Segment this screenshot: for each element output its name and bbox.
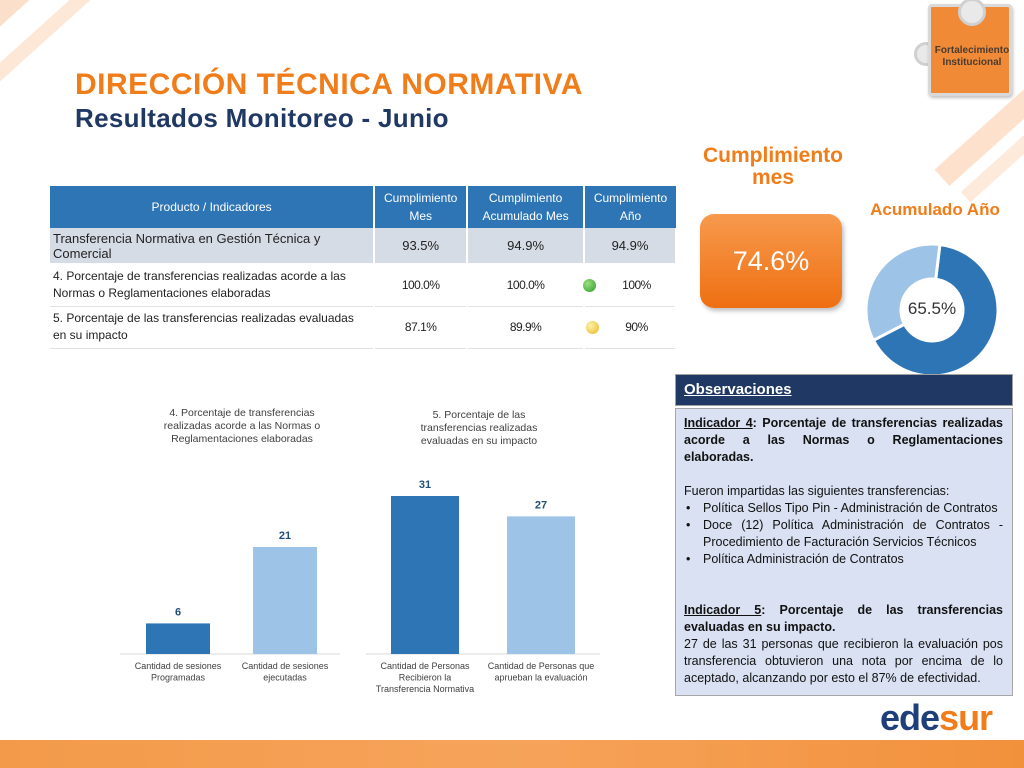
obs-ind4-heading: Indicador 4: Porcentaje de transferencia… bbox=[684, 416, 1003, 464]
page-subtitle: Resultados Monitoreo - Junio bbox=[75, 103, 449, 133]
list-item: Doce (12) Política Administración de Con… bbox=[684, 517, 1003, 551]
x-tick-label: Cantidad de Personas Recibieron la Transfe… bbox=[376, 661, 474, 694]
col-header-producto: Producto / Indicadores bbox=[50, 186, 376, 228]
edesur-logo: edesur bbox=[880, 697, 993, 738]
kpi-mes-value: 74.6% bbox=[700, 214, 842, 308]
obs-ind5-text: 27 de las 31 personas que recibieron la … bbox=[684, 637, 1003, 685]
bar bbox=[253, 546, 317, 654]
obs-ind5-heading: Indicador 5: Porcentaje de las transfere… bbox=[684, 603, 1003, 634]
row-acumulado: 89.9% bbox=[467, 306, 586, 349]
bar bbox=[146, 623, 210, 654]
list-item: Política Administración de Contratos bbox=[684, 551, 1003, 568]
row-acumulado: 100.0% bbox=[467, 264, 586, 307]
col-header-mes: Cumplimiento Mes bbox=[374, 186, 469, 228]
summary-acumulado: 94.9% bbox=[467, 228, 586, 265]
col-header-acumulado: Cumplimiento Acumulado Mes bbox=[467, 186, 586, 228]
bar-value-label: 31 bbox=[419, 479, 431, 491]
bar bbox=[391, 496, 459, 654]
footer-bar bbox=[0, 740, 1024, 768]
donut-slice bbox=[864, 242, 942, 343]
chart-title: 5. Porcentaje de las transferencias reali… bbox=[421, 409, 538, 447]
donut-center-label: 65.5% bbox=[908, 299, 956, 318]
bar bbox=[507, 516, 575, 654]
summary-mes: 93.5% bbox=[374, 228, 469, 265]
bar-value-label: 27 bbox=[535, 499, 547, 511]
indicators-table: Producto / Indicadores Cumplimiento Mes … bbox=[50, 186, 677, 349]
badge-text: Fortalecimiento Institucional bbox=[934, 45, 1010, 68]
bar-chart-indicador-5: 5. Porcentaje de las transferencias reali… bbox=[366, 409, 600, 694]
row-ano-cell: 100% bbox=[583, 264, 677, 307]
bar-chart-indicador-4: 4. Porcentaje de transferencias realizada… bbox=[120, 407, 340, 683]
row-mes: 87.1% bbox=[374, 306, 469, 349]
donut-chart: 65.5% bbox=[864, 242, 1000, 378]
table-row: 4. Porcentaje de transferencias realizad… bbox=[50, 264, 677, 307]
summary-label: Transferencia Normativa en Gestión Técni… bbox=[50, 228, 376, 265]
table-row-summary: Transferencia Normativa en Gestión Técni… bbox=[50, 228, 677, 265]
x-tick-label: Cantidad de sesiones Programadas bbox=[135, 661, 222, 683]
observaciones-header: Observaciones bbox=[675, 374, 1013, 406]
chart-title: 4. Porcentaje de transferencias realizada… bbox=[164, 407, 321, 445]
x-tick-label: Cantidad de sesiones ejecutadas bbox=[242, 661, 329, 683]
status-yellow-icon bbox=[586, 320, 600, 334]
row-mes: 100.0% bbox=[374, 264, 469, 307]
table-row: 5. Porcentaje de las transferencias real… bbox=[50, 306, 677, 349]
row-ano: 100% bbox=[622, 277, 651, 292]
puzzle-badge-icon: Fortalecimiento Institucional bbox=[914, 0, 1016, 98]
row-ano: 90% bbox=[625, 319, 648, 334]
bar-value-label: 21 bbox=[279, 530, 291, 542]
row-label: 4. Porcentaje de transferencias realizad… bbox=[50, 264, 376, 307]
row-label: 5. Porcentaje de las transferencias real… bbox=[50, 306, 376, 349]
bar-value-label: 6 bbox=[175, 606, 181, 618]
obs-ind4-intro: Fueron impartidas las siguientes transfe… bbox=[684, 484, 950, 498]
row-ano-cell: 90% bbox=[584, 306, 677, 349]
summary-ano: 94.9% bbox=[584, 228, 677, 265]
list-item: Política Sellos Tipo Pin - Administració… bbox=[684, 500, 1003, 517]
observaciones-panel: Indicador 4: Porcentaje de transferencia… bbox=[675, 408, 1013, 696]
x-tick-label: Cantidad de Personas que aprueban la eval… bbox=[488, 661, 595, 683]
table-header-row: Producto / Indicadores Cumplimiento Mes … bbox=[50, 186, 676, 228]
col-header-ano: Cumplimiento Año bbox=[584, 186, 676, 228]
kpi-ano-label: Acumulado Año bbox=[870, 200, 1000, 219]
page-title: DIRECCIÓN TÉCNICA NORMATIVA bbox=[75, 68, 583, 101]
donut-slice bbox=[871, 242, 1000, 378]
kpi-mes-label: Cumplimiento mes bbox=[703, 144, 843, 189]
obs-ind4-list: Política Sellos Tipo Pin - Administració… bbox=[684, 500, 1003, 568]
status-green-icon bbox=[583, 279, 597, 293]
